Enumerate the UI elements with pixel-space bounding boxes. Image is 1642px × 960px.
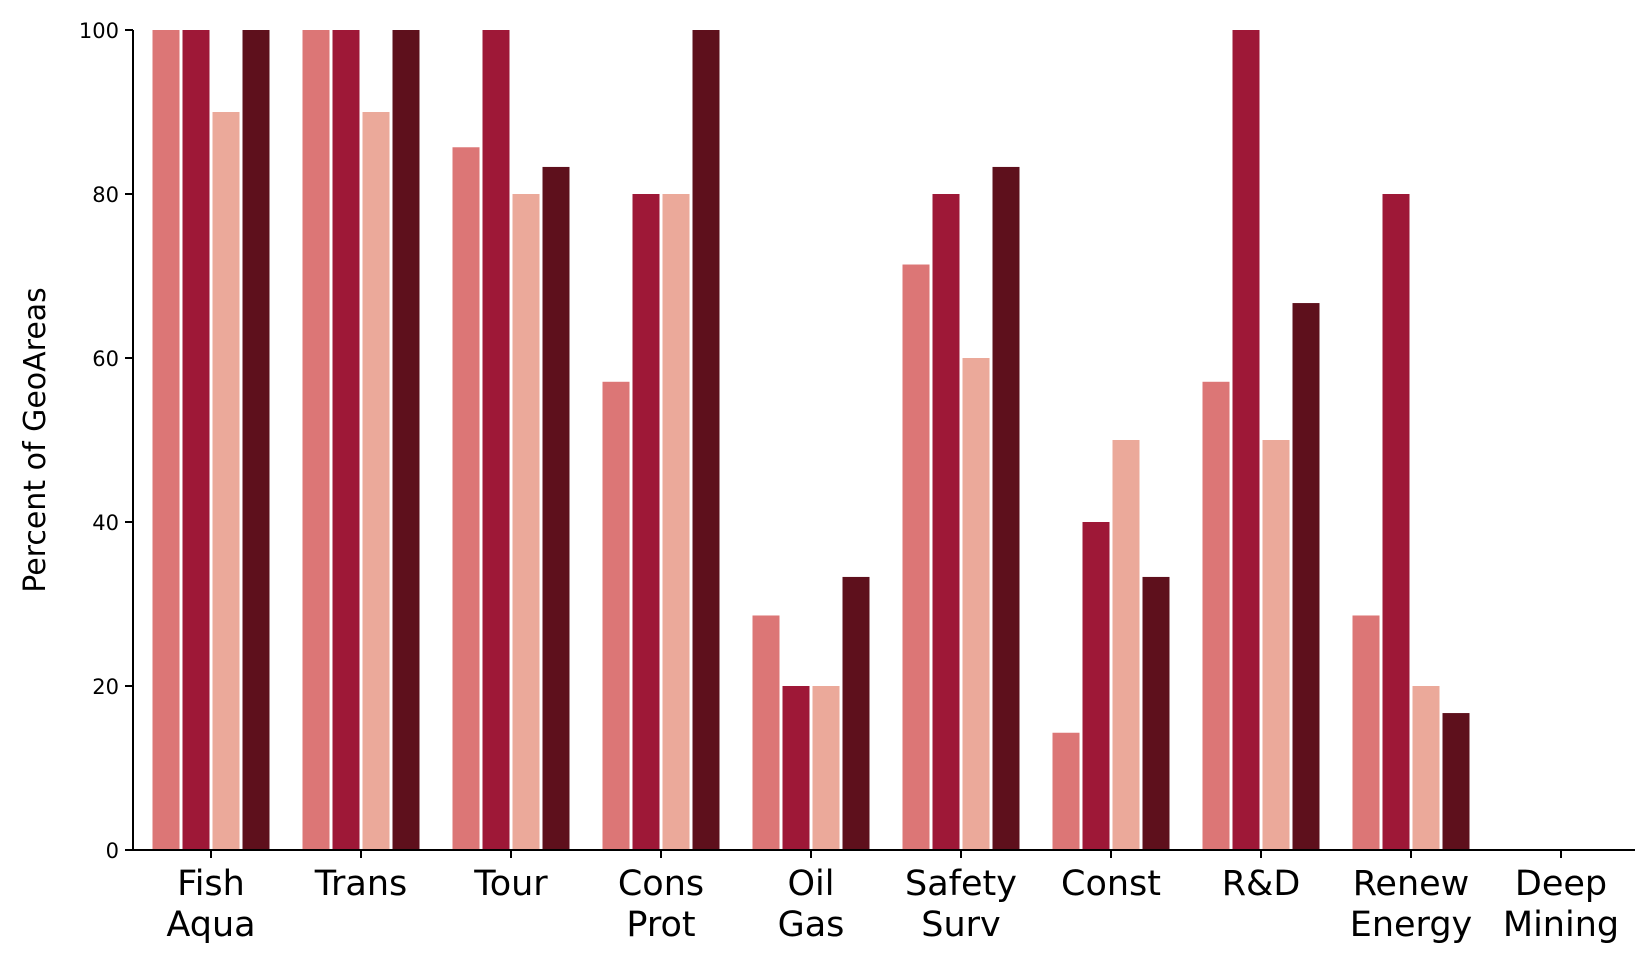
bar-1-series-3 [392, 30, 420, 850]
bar-6-series-1 [1082, 522, 1110, 850]
bar-7-series-1 [1232, 30, 1260, 850]
axes-group [132, 30, 1635, 851]
x-category-label-line: Trans [314, 864, 408, 904]
bar-5-series-1 [932, 194, 960, 850]
x-category-label-line: Aqua [166, 905, 255, 945]
bar-6-series-0 [1052, 732, 1080, 850]
bar-5-series-0 [902, 264, 930, 850]
bar-1-series-1 [332, 30, 360, 850]
bar-3-series-3 [692, 30, 720, 850]
y-axis-title: Percent of GeoAreas [18, 287, 53, 593]
y-tick-label-0: 0 [106, 839, 119, 863]
x-category-label-7: R&D [1222, 864, 1301, 904]
x-category-label-line: Const [1061, 864, 1161, 904]
bar-5-series-3 [992, 166, 1020, 850]
bar-2-series-2 [512, 194, 540, 850]
y-tick-label-2: 40 [92, 511, 119, 535]
x-category-label-line: Renew [1353, 864, 1470, 904]
bar-1-series-2 [362, 112, 390, 850]
x-category-label-4: Oil Gas [778, 864, 845, 945]
bar-6-series-3 [1142, 576, 1170, 850]
x-category-label-line: Safety [905, 864, 1017, 904]
x-category-label-line: Deep [1515, 864, 1607, 904]
bar-7-series-2 [1262, 440, 1290, 850]
bar-7-series-0 [1202, 381, 1230, 850]
bar-3-series-0 [602, 381, 630, 850]
y-tick-label-5: 100 [79, 19, 119, 43]
bar-8-series-3 [1442, 713, 1470, 850]
y-ticks-group: 0 20 40 60 80 100 [79, 19, 133, 863]
bar-2-series-3 [542, 166, 570, 850]
bar-0-series-1 [182, 30, 210, 850]
bars-group [152, 30, 1470, 850]
x-category-label-8: Renew Energy [1350, 864, 1473, 945]
bar-3-series-1 [632, 194, 660, 850]
bar-7-series-3 [1292, 303, 1320, 850]
x-category-label-3: Cons Prot [618, 864, 704, 945]
bar-0-series-2 [212, 112, 240, 850]
x-category-label-line: Surv [921, 905, 1001, 945]
x-category-label-2: Tour [473, 864, 548, 904]
x-category-label-line: Cons [618, 864, 704, 904]
bar-8-series-2 [1412, 686, 1440, 850]
x-category-label-line: Oil [788, 864, 835, 904]
x-category-label-5: Safety Surv [905, 864, 1017, 945]
bar-4-series-3 [842, 576, 870, 850]
x-category-label-0: Fish Aqua [166, 864, 255, 945]
y-tick-label-4: 80 [92, 183, 119, 207]
bar-8-series-1 [1382, 194, 1410, 850]
bar-2-series-0 [452, 147, 480, 850]
bar-6-series-2 [1112, 440, 1140, 850]
bar-2-series-1 [482, 30, 510, 850]
bar-8-series-0 [1352, 615, 1380, 850]
y-tick-label-1: 20 [92, 675, 119, 699]
bar-5-series-2 [962, 358, 990, 850]
x-category-labels: Fish Aqua Trans Tour Cons Prot Oil Gas Safety Sur… [166, 850, 1619, 945]
x-category-label-6: Const [1061, 864, 1161, 904]
x-category-label-line: Energy [1350, 905, 1473, 945]
bar-1-series-0 [302, 30, 330, 850]
bar-3-series-2 [662, 194, 690, 850]
x-category-label-line: Fish [177, 864, 245, 904]
bar-4-series-2 [812, 686, 840, 850]
bar-0-series-3 [242, 30, 270, 850]
x-category-label-line: Mining [1503, 905, 1619, 945]
x-category-label-line: R&D [1222, 864, 1301, 904]
bar-4-series-1 [782, 686, 810, 850]
x-category-label-line: Gas [778, 905, 845, 945]
y-tick-label-3: 60 [92, 347, 119, 371]
x-category-label-1: Trans [314, 864, 408, 904]
x-category-label-9: Deep Mining [1503, 864, 1619, 945]
x-category-label-line: Prot [626, 905, 695, 945]
bar-0-series-0 [152, 30, 180, 850]
x-category-label-line: Tour [473, 864, 548, 904]
bar-4-series-0 [752, 615, 780, 850]
